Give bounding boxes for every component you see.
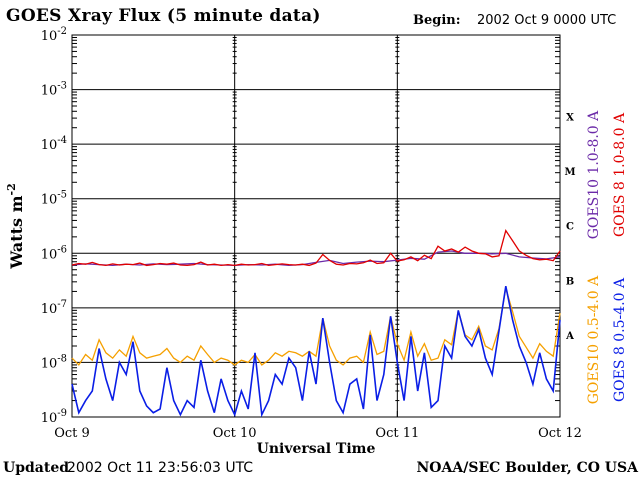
y-tick-label: 10-8 — [41, 353, 67, 371]
y-tick-label: 10-7 — [41, 299, 67, 317]
updated-label: Updated — [3, 460, 70, 476]
flare-class-label: C — [566, 222, 574, 233]
plot-frame — [71, 34, 561, 418]
series-line-4 — [71, 285, 561, 418]
y-tick-label: 10-4 — [41, 135, 67, 153]
updated-value: 2002 Oct 11 23:56:03 UTC — [67, 460, 254, 476]
begin-value: 2002 Oct 9 0000 UTC — [477, 13, 617, 28]
y-tick-label: 10-3 — [41, 81, 67, 99]
y-tick-label: 10-2 — [41, 26, 67, 44]
credit-text: NOAA/SEC Boulder, CO USA — [416, 460, 639, 476]
legend-entry-1: GOES10 1.0-8.0 A — [586, 110, 602, 239]
series-line-2 — [71, 229, 561, 267]
y-tick-label: 10-6 — [41, 244, 67, 262]
legend-entry-2: GOES 8 1.0-8.0 A — [612, 112, 628, 237]
series-line-3 — [71, 287, 561, 366]
flare-class-label: A — [565, 331, 574, 342]
flare-class-label: B — [566, 276, 574, 287]
x-tick-label: Oct 9 — [54, 426, 90, 441]
flare-class-label: X — [566, 113, 574, 124]
legend-entry-4: GOES 8 0.5-4.0 A — [612, 277, 628, 402]
x-axis-label: Universal Time — [257, 441, 376, 457]
begin-label: Begin: — [413, 13, 461, 28]
flare-class-label: M — [564, 167, 575, 178]
chart-title: GOES Xray Flux (5 minute data) — [6, 6, 321, 26]
legend-entry-3: GOES10 0.5-4.0 A — [586, 275, 602, 404]
y-axis-label: Watts m-2 — [5, 183, 26, 269]
x-tick-label: Oct 11 — [375, 426, 419, 441]
x-tick-label: Oct 10 — [213, 426, 257, 441]
y-tick-label: 10-5 — [41, 190, 67, 208]
y-tick-label: 10-9 — [41, 408, 67, 426]
x-tick-label: Oct 12 — [538, 426, 582, 441]
